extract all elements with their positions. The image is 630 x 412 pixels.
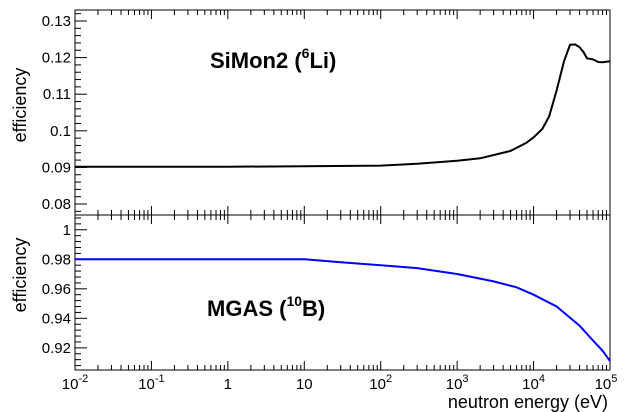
bottom-x-ticks — [74, 215, 611, 370]
top-y-axis-title: efficiency — [10, 68, 30, 143]
top-series-line — [75, 43, 611, 168]
y-tick-label: 0.13 — [42, 13, 71, 30]
bottom-panel: 0.920.940.960.981 10-2 10-1 1 10 102 103 104 10… — [10, 214, 618, 412]
y-tick-label: 0.09 — [42, 159, 71, 176]
top-panel-title: SiMon2 (6Li) — [210, 45, 336, 73]
x-tick-label: 104 — [522, 373, 545, 393]
y-tick-label: 0.94 — [42, 310, 71, 327]
bottom-plot-frame — [74, 214, 611, 371]
top-panel: 0.08 0.09 0.1 0.11 0.12 0.13 efficiency SiMon… — [10, 9, 611, 216]
x-tick-label: 10-1 — [138, 373, 164, 393]
y-tick-label: 0.92 — [42, 340, 71, 357]
top-x-ticks — [74, 10, 611, 215]
top-plot-frame — [74, 9, 611, 216]
bottom-series-line — [75, 258, 611, 362]
x-tick-label: 105 — [595, 373, 618, 393]
y-tick-label: 1 — [63, 222, 71, 239]
y-tick-label: 0.12 — [42, 50, 71, 67]
bottom-y-axis-title: efficiency — [10, 238, 30, 313]
y-tick-label: 0.96 — [42, 281, 71, 298]
bottom-y-tick-labels: 0.92 0.94 0.96 0.98 1 — [42, 222, 71, 357]
x-tick-label: 10 — [296, 376, 313, 393]
y-tick-label: 0.11 — [43, 86, 71, 103]
top-y-ticks — [75, 13, 87, 212]
top-y-tick-labels: 0.08 0.09 0.1 0.11 0.12 0.13 — [42, 13, 71, 213]
y-tick-label: 0.1 — [50, 123, 71, 140]
y-tick-label: 0.98 — [42, 251, 71, 268]
y-tick-label: 0.08 — [42, 196, 71, 213]
x-tick-label: 1 — [224, 376, 232, 393]
bottom-panel-title: MGAS (10B) — [207, 293, 325, 321]
x-tick-label: 10-2 — [62, 373, 88, 393]
x-tick-label: 102 — [369, 373, 392, 393]
x-tick-label: 103 — [446, 373, 469, 393]
bottom-x-tick-labels: 10-2 10-1 1 10 102 103 104 105 — [62, 373, 618, 393]
bottom-y-ticks — [75, 217, 87, 367]
x-axis-title: neutron energy (eV) — [448, 392, 608, 412]
